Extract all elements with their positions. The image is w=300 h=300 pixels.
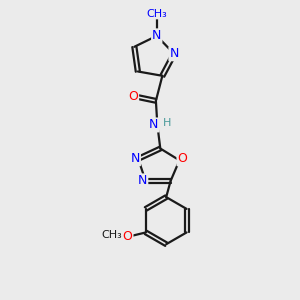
Text: CH₃: CH₃: [146, 9, 167, 19]
Text: N: N: [138, 174, 147, 188]
Text: O: O: [123, 230, 133, 243]
Text: N: N: [169, 47, 179, 60]
Text: CH₃: CH₃: [101, 230, 122, 240]
Text: O: O: [128, 90, 138, 103]
Text: O: O: [178, 152, 187, 165]
Text: N: N: [149, 118, 158, 131]
Text: N: N: [130, 152, 140, 165]
Text: H: H: [163, 118, 171, 128]
Text: N: N: [152, 29, 161, 42]
